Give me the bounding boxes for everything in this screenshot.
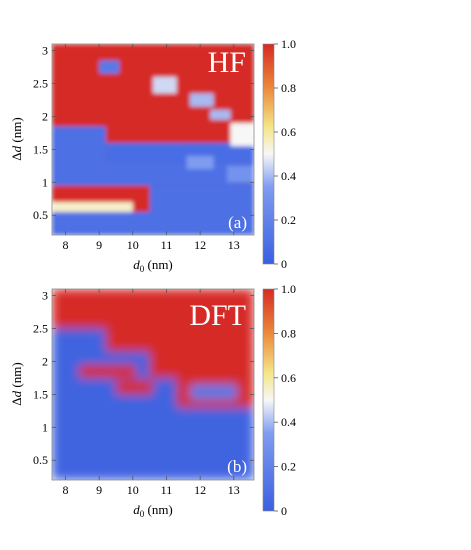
panel-title-b: DFT [189, 299, 246, 332]
colorbar-tick-label: 0.8 [281, 326, 296, 340]
x-axis-label-b: d0 (nm) [133, 502, 173, 519]
colorbar-ticks-a: 0 0.2 0.4 0.6 0.8 1.0 [274, 37, 296, 271]
y-axis-b: 0.5 1 1.5 2 2.5 3 [33, 289, 254, 467]
heatmap-plot-a [52, 44, 254, 235]
heatmap-cell [210, 109, 231, 120]
heatmap-cell [186, 155, 214, 170]
y-tick-label: 0.5 [33, 208, 48, 222]
y-axis-label-b: Δd (nm) [9, 362, 24, 405]
y-tick-label: 1 [42, 175, 48, 189]
colorbar-tick-label: 0.2 [281, 213, 296, 227]
x-tick-label: 11 [161, 238, 173, 252]
heatmap-cell [227, 165, 254, 183]
heatmap-cell [115, 379, 153, 395]
y-tick-label: 2.5 [33, 322, 48, 336]
y-axis-a: 0.5 1 1.5 2 2.5 3 [33, 44, 254, 222]
y-tick-label: 0.5 [33, 453, 48, 467]
heatmap-cell [105, 328, 254, 352]
y-tick-label: 2.5 [33, 77, 48, 91]
colorbar-ticks-b: 0 0.2 0.4 0.6 0.8 1.0 [274, 282, 296, 518]
colorbar-tick-label: 0.6 [281, 125, 296, 139]
x-tick-label: 9 [96, 238, 102, 252]
colorbar-gradient-a [262, 43, 275, 265]
colorbar-tick-label: 0.2 [281, 460, 296, 474]
y-tick-label: 2 [42, 109, 48, 123]
heatmap-cell [52, 126, 106, 163]
y-tick-label: 3 [42, 44, 48, 58]
colorbar-tick-label: 0.4 [281, 415, 296, 429]
x-axis-b: 8 9 10 11 12 13 [62, 289, 240, 497]
y-tick-label: 1.5 [33, 387, 48, 401]
heatmap-cell [99, 60, 120, 74]
panel-tag-a: (a) [228, 213, 247, 232]
y-axis-label-a: Δd (nm) [9, 117, 24, 160]
colorbar-tick-label: 0.8 [281, 81, 296, 95]
colorbar-b: 0 0.2 0.4 0.6 0.8 1.0 [262, 282, 296, 518]
colorbar-a: 0 0.2 0.4 0.6 0.8 1.0 [262, 37, 296, 271]
heatmap-cell [190, 93, 214, 107]
heatmap-cell [149, 351, 254, 378]
heatmap-cell [149, 185, 254, 212]
x-tick-label: 13 [228, 238, 240, 252]
colorbar-gradient-b [262, 288, 275, 512]
colorbar-tick-label: 1.0 [281, 282, 296, 296]
x-tick-label: 8 [62, 483, 68, 497]
plot-frame-b [51, 288, 255, 481]
x-tick-label: 10 [127, 483, 139, 497]
x-axis-a: 8 9 10 11 12 13 [62, 44, 240, 252]
x-tick-label: 8 [62, 238, 68, 252]
heatmap-cell [78, 364, 137, 378]
panel-title-a: HF [208, 46, 246, 79]
heatmap-cell [105, 142, 254, 163]
heatmap-cells-a [52, 60, 254, 235]
colorbar-tick-label: 0 [281, 504, 287, 518]
y-tick-label: 3 [42, 289, 48, 303]
colorbar-tick-label: 0.6 [281, 371, 296, 385]
x-tick-label: 12 [194, 483, 206, 497]
y-tick-label: 2 [42, 354, 48, 368]
panel-b: 8 9 10 11 12 13 0.511.522.53 DFT (b) d0 (nm) … [9, 282, 296, 519]
x-tick-label: 12 [194, 238, 206, 252]
heatmap-plot-b [52, 289, 254, 480]
heatmap-cell [52, 162, 254, 186]
colorbar-tick-label: 0 [281, 257, 287, 271]
heatmap-cell [52, 211, 254, 235]
panel-tag-b: (b) [227, 457, 247, 476]
panel-a: 8 9 10 11 12 13 0.5 1 1.5 2 2.5 3 HF (a) d0 (nm) Δ… [9, 37, 296, 274]
x-axis-label-a: d0 (nm) [133, 257, 173, 274]
heatmap-cell [52, 289, 254, 329]
colorbar-tick-label: 1.0 [281, 37, 296, 51]
heatmap-cell [230, 123, 254, 147]
x-tick-label: 13 [228, 483, 240, 497]
y-tick-label: 1.5 [33, 142, 48, 156]
heatmap-cells-b [52, 289, 254, 408]
heatmap-cell [52, 202, 133, 212]
x-tick-label: 11 [161, 483, 173, 497]
x-tick-label: 9 [96, 483, 102, 497]
heatmap-cell [153, 76, 177, 94]
colorbar-tick-label: 0.4 [281, 169, 296, 183]
y-tick-label: 1 [42, 420, 48, 434]
heatmap-cell [190, 384, 238, 400]
plot-frame-a [51, 43, 255, 236]
x-tick-label: 10 [127, 238, 139, 252]
